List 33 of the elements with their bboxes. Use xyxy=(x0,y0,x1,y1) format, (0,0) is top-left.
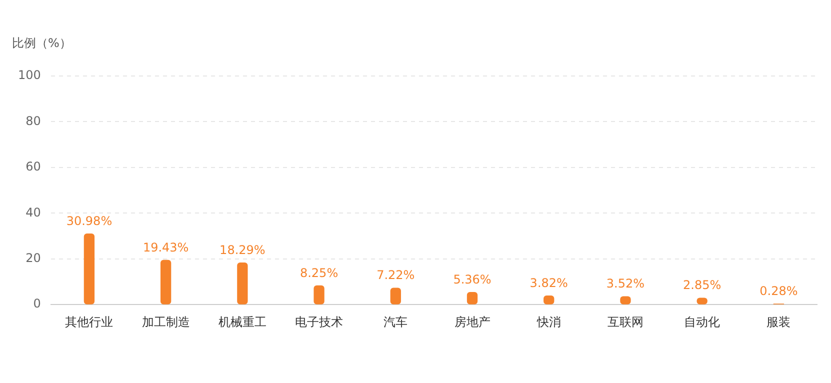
x-tick-label: 自动化 xyxy=(684,314,720,329)
x-tick-label: 机械重工 xyxy=(218,314,266,329)
x-tick-label: 电子技术 xyxy=(295,314,344,329)
bar xyxy=(390,288,401,304)
data-label: 8.25% xyxy=(300,266,338,280)
bar xyxy=(237,262,248,304)
x-tick-label: 房地产 xyxy=(454,314,490,329)
y-axis-title: 比例（%） xyxy=(12,36,72,50)
y-tick-label: 0 xyxy=(33,296,41,311)
x-tick-label: 加工制造 xyxy=(142,314,190,329)
x-tick-label: 其他行业 xyxy=(65,314,114,329)
y-tick-label: 100 xyxy=(18,68,41,82)
data-label: 19.43% xyxy=(142,240,189,254)
data-label: 3.52% xyxy=(606,276,645,291)
x-tick-label: 互联网 xyxy=(607,314,644,329)
x-tick-label: 服装 xyxy=(766,314,791,329)
data-label: 18.29% xyxy=(220,242,266,257)
data-label: 7.22% xyxy=(376,268,415,282)
data-label: 3.82% xyxy=(530,276,568,290)
x-tick-label: 快消 xyxy=(536,314,561,329)
y-tick-label: 60 xyxy=(26,160,41,174)
x-tick-label: 汽车 xyxy=(384,314,408,329)
y-tick-label: 40 xyxy=(26,205,41,220)
bar xyxy=(160,260,172,304)
bar xyxy=(84,233,95,304)
bar xyxy=(314,285,324,304)
data-label: 0.28% xyxy=(760,284,798,298)
data-label: 2.85% xyxy=(683,278,722,292)
y-tick-label: 80 xyxy=(26,114,41,128)
bar xyxy=(466,292,478,304)
data-label: 5.36% xyxy=(453,272,492,286)
y-tick-label: 20 xyxy=(26,251,41,266)
data-label: 30.98% xyxy=(66,214,112,228)
